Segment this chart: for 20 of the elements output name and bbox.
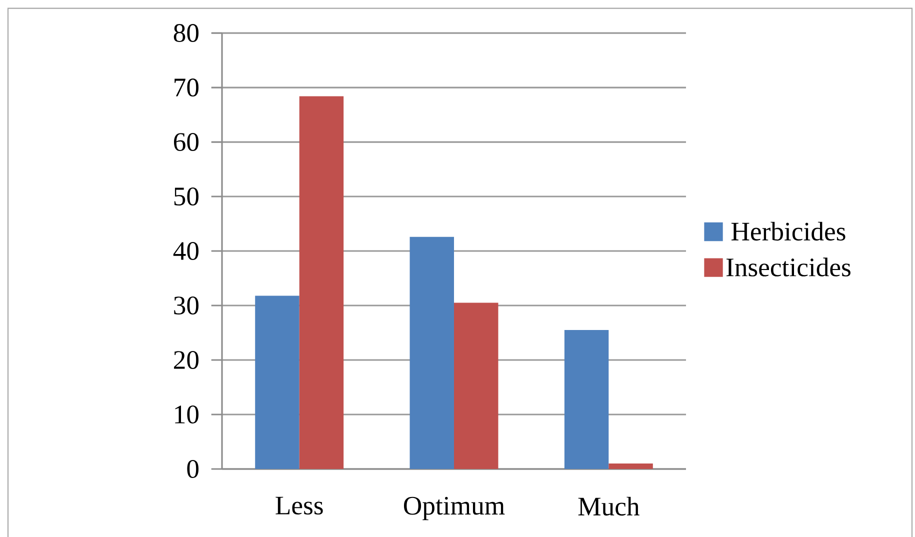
legend-label: Herbicides [731, 222, 846, 241]
x-tick-label: Less [276, 496, 323, 515]
y-tick-label: 70 [174, 78, 198, 96]
legend-label: Insecticides [726, 258, 850, 276]
y-tick-label: 60 [174, 133, 198, 151]
y-tick-label: 20 [174, 351, 198, 369]
y-tick-label: 40 [173, 242, 198, 260]
y-tick-label: 80 [174, 24, 198, 42]
bar [410, 236, 454, 469]
x-tick-label: Much [578, 496, 640, 516]
y-tick-label: 30 [174, 296, 198, 314]
bar [454, 302, 498, 469]
bar [564, 330, 609, 469]
bar [299, 96, 344, 469]
x-tick-label: Optimum [404, 496, 505, 520]
y-tick-label: 0 [187, 460, 198, 478]
bar [255, 296, 300, 469]
y-tick-label: 50 [174, 188, 198, 206]
y-tick-label: 10 [175, 406, 198, 424]
bar [608, 464, 653, 469]
